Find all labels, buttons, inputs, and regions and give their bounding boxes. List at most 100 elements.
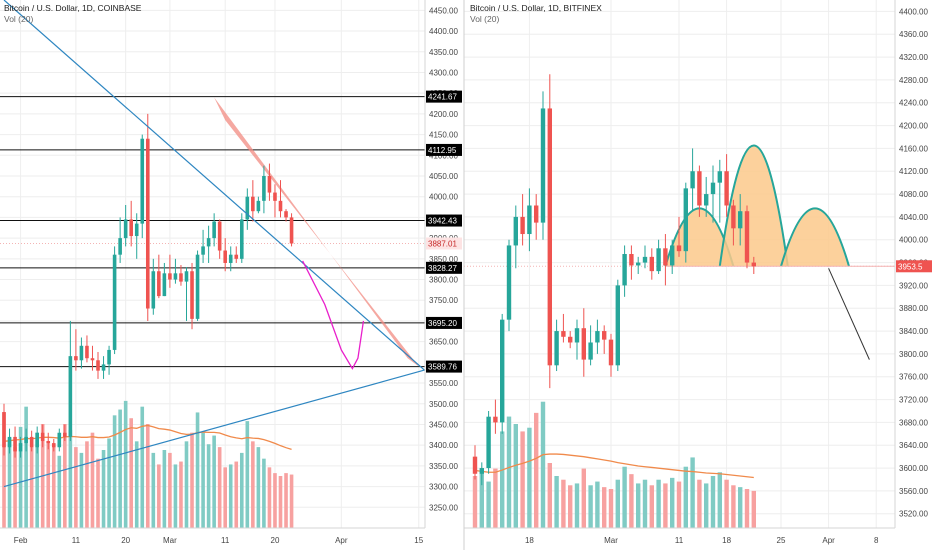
left-candle-body: [267, 176, 272, 193]
left-candle-body: [212, 221, 216, 239]
right-x-tick-label: 18: [525, 536, 534, 545]
left-chart-title: Bitcoin / U.S. Dollar, 1D, COINBASE: [4, 3, 142, 13]
right-candle-body: [656, 248, 661, 272]
right-y-tick-label: 3680.00: [899, 418, 928, 427]
right-chart-legend: Bitcoin / U.S. Dollar, 1D, BITFINEX Vol …: [470, 3, 602, 25]
left-volume-bar: [140, 406, 145, 528]
right-y-tick-label: 3640.00: [899, 441, 928, 450]
right-cup-outline: [718, 144, 789, 267]
left-y-tick-label: 4300.00: [429, 68, 458, 77]
left-volume-bar: [206, 444, 211, 528]
right-volume-bar: [690, 457, 695, 528]
left-candle-body: [7, 436, 12, 448]
left-candle-body: [162, 273, 167, 297]
right-candle-body: [513, 216, 518, 246]
right-chart-panel: 3520.00 3560.00 3600.00 3640.00 3680.00 3720.…: [464, 0, 932, 550]
right-candle-body: [690, 171, 695, 189]
right-y-tick-label: 3520.00: [899, 510, 928, 519]
left-candle-body: [206, 238, 211, 247]
left-y-tick-label: 3500.00: [429, 400, 458, 409]
right-volume-bar: [513, 424, 518, 528]
right-volume-bar: [683, 466, 688, 528]
right-volume-bar: [602, 487, 607, 528]
right-volume-bar: [710, 476, 716, 528]
right-candle-body: [527, 205, 532, 235]
right-candle-body: [704, 194, 709, 206]
right-volume-bar: [554, 476, 559, 528]
right-time-axis: 18 Mar 11 18 25 Apr 8: [464, 527, 895, 550]
left-candle-body: [123, 219, 128, 239]
left-volume-bar: [223, 467, 227, 528]
right-candle-body: [472, 456, 478, 474]
left-volume-bar: [118, 409, 122, 528]
right-y-tick-label: 3760.00: [899, 373, 928, 382]
left-candle-body: [168, 273, 172, 280]
left-volume-bar: [123, 400, 128, 528]
left-volume-bar: [63, 424, 67, 528]
left-volume-ma-line: [3, 424, 292, 451]
right-volume-bar: [608, 489, 614, 528]
right-candle-body: [683, 188, 688, 252]
left-volume-series: [2, 400, 294, 528]
right-y-tick-label: 3600.00: [899, 464, 928, 473]
left-candle-body: [24, 436, 28, 444]
right-candle-body: [602, 331, 607, 340]
left-price-tag-label: 3942.43: [428, 217, 457, 226]
left-candle-body: [223, 250, 227, 263]
left-volume-bar: [96, 458, 100, 528]
left-candle-body: [90, 358, 95, 361]
left-candle-body: [184, 271, 189, 282]
left-candle-body: [245, 196, 250, 220]
left-candle-body: [101, 364, 106, 371]
right-y-tick-label: 4080.00: [899, 190, 928, 199]
right-cup-outline: [780, 207, 850, 267]
left-volume-bar: [74, 447, 78, 528]
right-volume-bar: [479, 472, 484, 528]
left-x-tick-label: Feb: [14, 536, 28, 545]
left-price-tag-label: 4241.67: [428, 93, 457, 102]
left-y-tick-label: 3850.00: [429, 255, 458, 264]
left-chart-legend: Bitcoin / U.S. Dollar, 1D, COINBASE Vol …: [4, 3, 141, 25]
left-volume-bar: [151, 452, 156, 528]
left-candle-body: [18, 443, 23, 452]
left-candle-body: [284, 211, 288, 218]
left-volume-bar: [217, 447, 222, 528]
left-x-tick-label: 20: [271, 536, 280, 545]
right-price-tag-bg: [896, 260, 932, 273]
left-candle-body: [289, 217, 294, 244]
right-candle-body: [581, 328, 586, 360]
right-x-tick-label: 8: [874, 536, 879, 545]
right-candle-body: [534, 205, 539, 223]
right-volume-bar: [642, 479, 648, 528]
left-candle-body: [2, 412, 6, 448]
left-x-tick-label: Apr: [335, 536, 348, 545]
left-price-tag-label: 4112.95: [428, 146, 457, 155]
left-candle-body: [68, 356, 73, 437]
right-volume-ma-line: [474, 453, 754, 479]
right-candle-body: [595, 331, 600, 343]
right-volume-bar: [697, 479, 702, 528]
left-chart-panel: 3250.00 3300.00 3350.00 3400.00 3450.00 3500.…: [0, 0, 464, 550]
right-candle-body: [520, 216, 525, 235]
left-candle-body: [201, 246, 205, 255]
left-y-tick-label: 4000.00: [429, 193, 458, 202]
left-trendline: [3, 0, 431, 376]
right-y-tick-label: 4400.00: [899, 7, 928, 16]
right-candle-body: [554, 331, 559, 366]
left-y-tick-label: 4450.00: [429, 6, 458, 15]
left-candle-body: [251, 196, 255, 212]
left-volume-bar: [79, 452, 84, 528]
right-volume-bar: [649, 485, 654, 528]
right-volume-bar: [731, 485, 736, 528]
right-candle-body: [486, 416, 491, 469]
right-volume-bar: [547, 463, 552, 528]
right-volume-bar: [744, 489, 750, 528]
right-y-tick-label: 4240.00: [899, 99, 928, 108]
left-candle-body: [140, 138, 145, 224]
right-volume-bar: [520, 431, 525, 528]
left-candle-body: [239, 219, 244, 259]
right-candle-body: [629, 254, 634, 266]
right-x-tick-label: Apr: [822, 536, 835, 545]
left-y-tick-label: 3800.00: [429, 276, 458, 285]
